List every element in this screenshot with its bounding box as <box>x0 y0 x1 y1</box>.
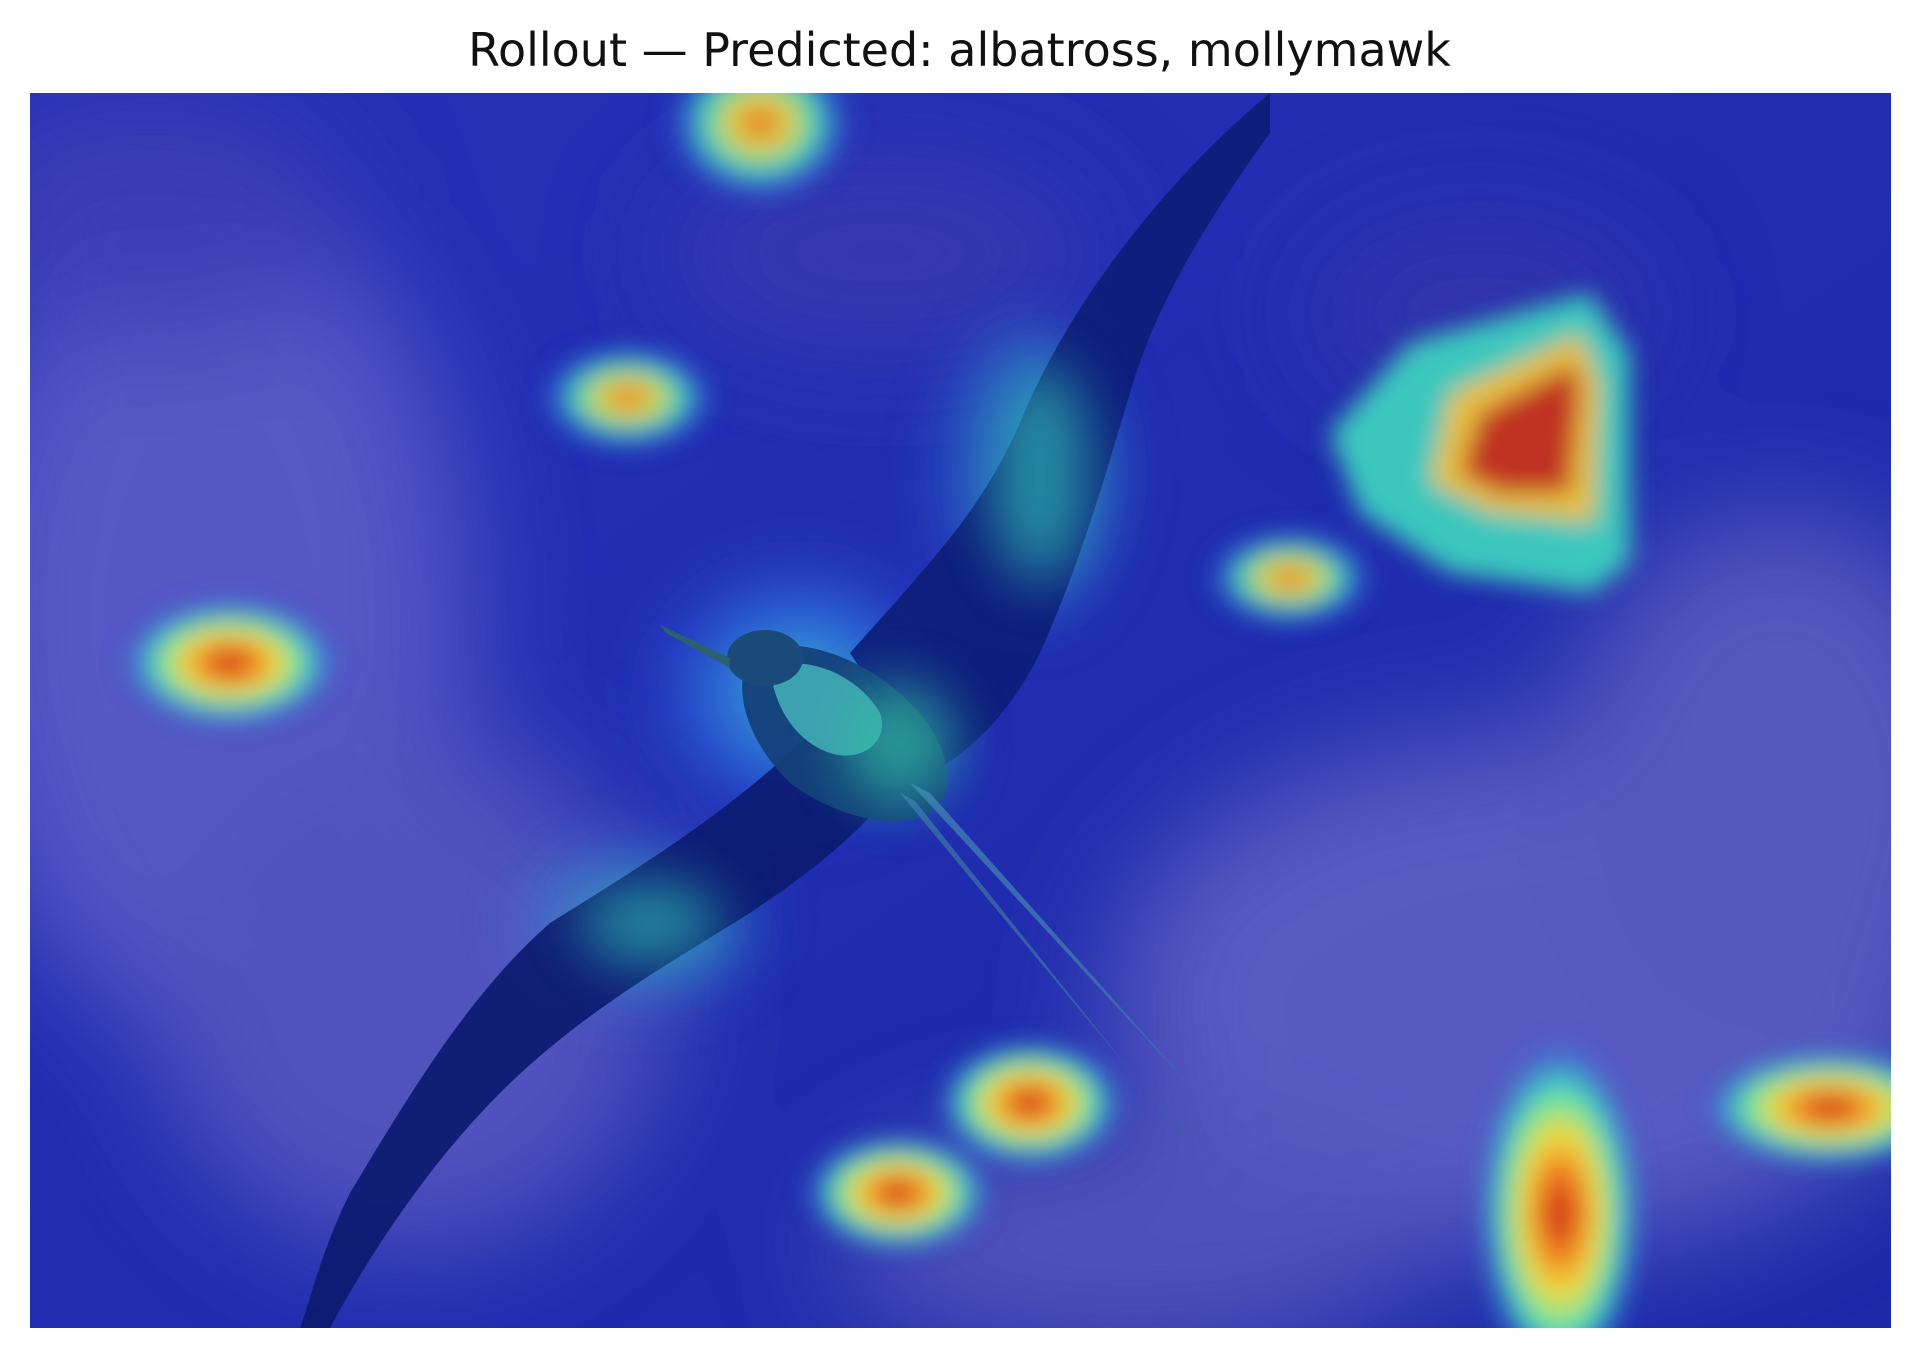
attention-rollout-image <box>30 93 1891 1328</box>
hotspot-right-edge <box>1700 1048 1891 1168</box>
hotspot-upper-left <box>538 343 718 453</box>
hotspot-bottom-center <box>803 1038 1125 1253</box>
hotspot-left <box>120 598 340 728</box>
attention-hotspots <box>120 93 1891 1328</box>
heatmap-overlay <box>30 93 1891 1328</box>
hotspot-top-center <box>665 93 855 203</box>
figure-title: Rollout — Predicted: albatross, mollymaw… <box>468 23 1451 77</box>
hotspot-bottom-right-vertical <box>1475 1033 1645 1328</box>
wing-highlights <box>580 363 1090 963</box>
hotspot-right-large <box>1205 293 1630 628</box>
